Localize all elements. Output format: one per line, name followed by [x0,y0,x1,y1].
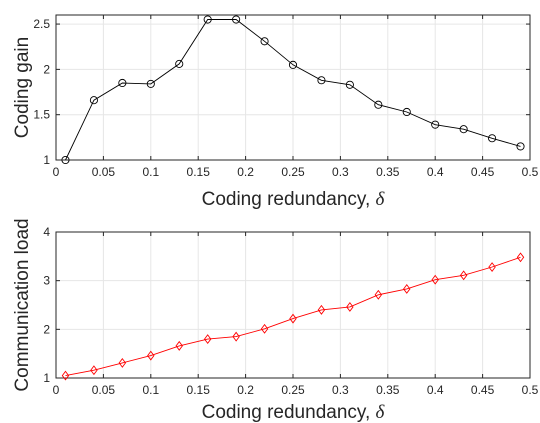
y-tick-label: 4 [43,225,50,239]
y-tick-label: 2 [43,322,50,336]
x-tick-label: 0.5 [522,383,539,397]
coding-gain-plot: 0 0.05 0.1 0.15 0.2 0.25 0.3 0.35 0.4 0.45 0.5 1 1.5… [12,14,539,210]
data-point [288,60,298,69]
y-tick-label: 2 [43,62,50,76]
y-tick-label: 3 [43,274,50,288]
x-tick-label: 0.35 [376,383,400,397]
data-point [488,134,497,143]
series-line [65,256,521,377]
data-point [260,323,269,334]
series-line [65,19,521,161]
x-axis-title: Coding redundancy, δ [202,189,386,210]
x-tick-label: 0.2 [237,165,254,179]
x-tick-label: 0.4 [427,383,444,397]
data-point [317,76,326,85]
x-tick-label: 0.5 [522,165,539,179]
x-tick-label: 0.15 [187,383,211,397]
x-tick-label: 0.3 [332,383,349,397]
x-tick-label: 0.35 [376,165,400,179]
y-tick-label: 2.5 [33,17,50,31]
data-point [516,142,525,151]
x-axis-title-text: Coding redundancy, [202,402,376,423]
y-axis-title: Communication load [12,218,33,391]
data-point [232,331,240,342]
data-point [203,334,212,345]
x-tick-label: 0.4 [427,165,444,179]
data-point [175,59,184,68]
data-point [203,15,212,24]
y-tick-label: 1 [43,153,50,167]
data-point [459,125,468,134]
data-point [232,15,241,24]
data-point [90,365,98,376]
data-point [374,100,383,109]
data-point [345,80,354,89]
data-point [260,37,269,46]
data-point [61,370,70,381]
y-tick-label: 1.5 [33,108,50,122]
data-point [516,252,525,263]
data-point [402,107,411,117]
x-tick-label: 0.05 [92,165,116,179]
x-tick-label: 0.3 [332,165,349,179]
x-axis-title-text: Coding redundancy, [202,189,376,210]
x-tick-label: 0.1 [142,383,159,397]
x-tick-label: 0.45 [471,165,495,179]
x-tick-label: 0.2 [237,383,254,397]
x-tick-label: 0.15 [187,165,211,179]
data-point [89,96,98,105]
data-point [374,289,383,300]
communication-load-plot: 0 0.05 0.1 0.15 0.2 0.25 0.3 0.35 0.4 0.45 0.5 1 2 3 4… [12,218,539,423]
x-tick-label: 0.25 [281,383,305,397]
data-point [147,350,155,361]
x-tick-label: 0.25 [281,165,305,179]
x-tick-label: 0.1 [142,165,159,179]
data-point [431,120,440,129]
y-tick-label: 1 [43,371,50,385]
data-point [118,78,127,88]
data-point [346,301,354,312]
x-tick-label: 0 [53,383,60,397]
data-point [403,283,411,294]
data-point [61,155,70,165]
data-point [317,304,326,315]
data-point [289,313,297,324]
data-point [431,274,439,285]
data-point [118,357,127,368]
x-axis-title: Coding redundancy, δ [202,402,386,423]
y-axis-title: Coding gain [12,37,33,138]
data-point [459,270,468,281]
x-axis-title-symbol: δ [376,189,386,210]
x-tick-label: 0 [53,165,60,179]
data-point [146,79,155,88]
data-point [175,340,183,351]
x-tick-label: 0.45 [471,383,495,397]
x-tick-label: 0.05 [92,383,116,397]
data-point [488,262,496,272]
x-axis-title-symbol: δ [376,402,386,423]
